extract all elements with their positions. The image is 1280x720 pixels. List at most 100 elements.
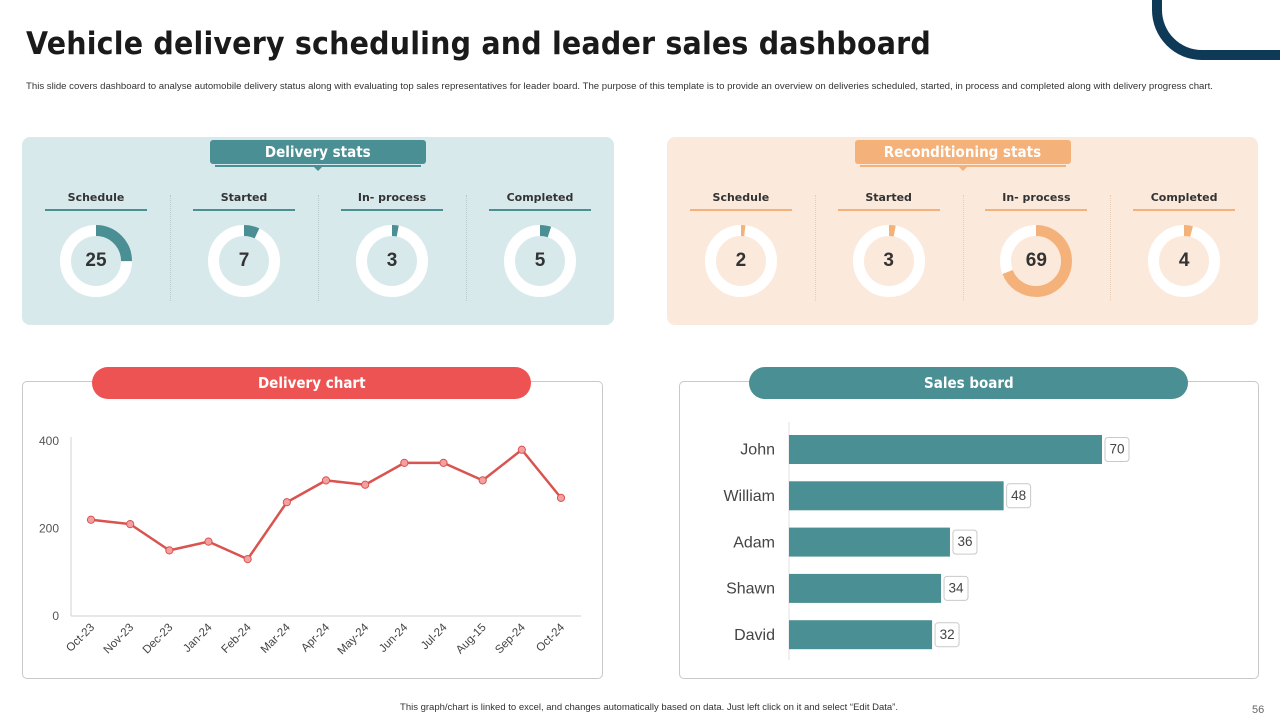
reconditioning-stats-header: Reconditioning stats	[854, 140, 1071, 164]
reconditioning-stat-in-process: In- process 69	[962, 189, 1111, 309]
delivery-chart-title: Delivery chart	[257, 374, 366, 392]
category-label: Adam	[733, 534, 775, 551]
sales-board-title: Sales board	[923, 374, 1014, 392]
delivery-stats-header: Delivery stats	[210, 140, 426, 164]
data-point	[478, 476, 487, 485]
delivery-chart-header: Delivery chart	[92, 367, 531, 399]
donut-arc	[852, 225, 925, 297]
stat-underline	[193, 209, 295, 211]
data-label-box	[943, 575, 969, 601]
data-label-box	[1006, 483, 1032, 509]
x-tick-label: Oct-24	[534, 621, 567, 654]
donut-chart: 3	[355, 224, 429, 298]
data-point	[165, 546, 174, 555]
donut-chart: 4	[1147, 224, 1221, 298]
delivery-stats-title: Delivery stats	[265, 143, 371, 161]
donut-chart: 3	[852, 224, 926, 298]
x-tick-label: Jul-24	[419, 621, 450, 652]
sales-bar-chart[interactable]: John 70 William 48 Adam 36 Shawn 34 David 32	[680, 382, 1260, 680]
donut-arc	[1148, 225, 1221, 297]
bar	[789, 481, 1004, 511]
donut-svg	[852, 225, 925, 297]
x-tick-label: Sep-24	[493, 621, 528, 656]
reconditioning-stats-panel: Reconditioning stats Schedule 2 Started …	[667, 137, 1258, 325]
data-label-box	[952, 529, 978, 555]
donut-chart: 5	[503, 224, 577, 298]
reconditioning-stat-completed: Completed 4	[1110, 189, 1258, 309]
series-line	[90, 448, 562, 561]
stat-label: Schedule	[67, 191, 125, 204]
sales-board-card: John 70 William 48 Adam 36 Shawn 34 David 32	[679, 381, 1259, 679]
data-point	[86, 515, 96, 524]
data-label: 32	[940, 627, 955, 642]
reconditioning-stat-schedule: Schedule 2	[667, 189, 815, 309]
stat-label: In- process	[357, 191, 427, 204]
donut-svg	[208, 225, 280, 297]
data-point	[361, 480, 370, 489]
data-label: 70	[1109, 442, 1124, 457]
data-label: 34	[949, 580, 965, 595]
category-label: John	[740, 442, 775, 459]
stat-underline	[689, 209, 792, 211]
x-tick-label: Jan-24	[181, 621, 215, 655]
x-tick-label: May-24	[336, 621, 372, 657]
donut-value: 69	[1025, 250, 1047, 271]
data-point	[439, 458, 448, 467]
delivery-chart-card: 0 200 400 Oct-23 Nov-23 Dec-23 Jan-24 Feb-24 Mar…	[22, 381, 603, 679]
donut-value: 5	[534, 250, 546, 271]
x-tick-label: Feb-24	[220, 621, 255, 656]
footnote: This graph/chart is linked to excel, and…	[400, 702, 898, 713]
page-number: 56	[1252, 704, 1265, 716]
donut-arc	[60, 225, 132, 297]
stat-label: Started	[865, 191, 912, 204]
category-label: David	[734, 627, 775, 644]
data-label-box	[1104, 437, 1130, 462]
reconditioning-stat-started: Started 3	[814, 189, 963, 309]
donut-value: 3	[386, 250, 398, 271]
delivery-stat-in-process: In- process 3	[318, 189, 466, 309]
delivery-stat-schedule: Schedule 25	[22, 189, 170, 309]
data-point	[282, 498, 291, 507]
data-point	[204, 537, 213, 546]
stat-label: Started	[220, 191, 268, 204]
donut-svg	[1148, 225, 1221, 297]
data-label: 36	[957, 534, 972, 549]
delivery-stats-row: Schedule 25 Started 7 In- process 3 Comp…	[22, 189, 614, 309]
delivery-stats-panel: Delivery stats Schedule 25 Started 7 In-…	[22, 137, 614, 325]
donut-arc	[704, 225, 777, 297]
x-tick-label: Dec-23	[141, 622, 176, 657]
donut-chart: 25	[59, 224, 133, 298]
donut-chart: 7	[207, 224, 281, 298]
page-title: Vehicle delivery scheduling and leader s…	[26, 26, 932, 62]
x-tick-label: Nov-23	[102, 622, 137, 657]
donut-value: 7	[238, 250, 250, 271]
data-point	[321, 476, 331, 485]
category-label: Shawn	[726, 581, 775, 598]
stat-underline	[985, 209, 1088, 211]
stat-underline	[341, 209, 443, 211]
donut-svg	[704, 225, 777, 297]
donut-arc	[356, 225, 428, 297]
data-label-box	[934, 622, 960, 648]
data-point	[243, 555, 252, 564]
y-tick-label: 200	[39, 522, 59, 536]
donut-arc	[208, 225, 280, 297]
delivery-line-chart[interactable]: 0 200 400 Oct-23 Nov-23 Dec-23 Jan-24 Feb-24 Mar…	[23, 382, 604, 680]
delivery-stat-completed: Completed 5	[466, 189, 614, 309]
header-caret	[957, 166, 968, 171]
donut-arc	[1000, 225, 1073, 297]
y-tick-label: 400	[39, 434, 59, 448]
data-point	[126, 520, 135, 529]
sales-board-header: Sales board	[749, 367, 1188, 399]
reconditioning-stats-title: Reconditioning stats	[883, 143, 1042, 161]
data-label: 48	[1011, 488, 1026, 503]
donut-value: 3	[883, 250, 894, 271]
donut-svg	[1000, 225, 1073, 297]
category-label: William	[723, 488, 775, 505]
y-tick-label: 0	[52, 609, 59, 623]
x-tick-label: Oct-23	[64, 622, 97, 655]
x-tick-label: Aug-15	[454, 622, 489, 657]
stat-underline	[1133, 209, 1236, 211]
stat-label: Completed	[506, 191, 574, 204]
data-point	[400, 458, 409, 467]
